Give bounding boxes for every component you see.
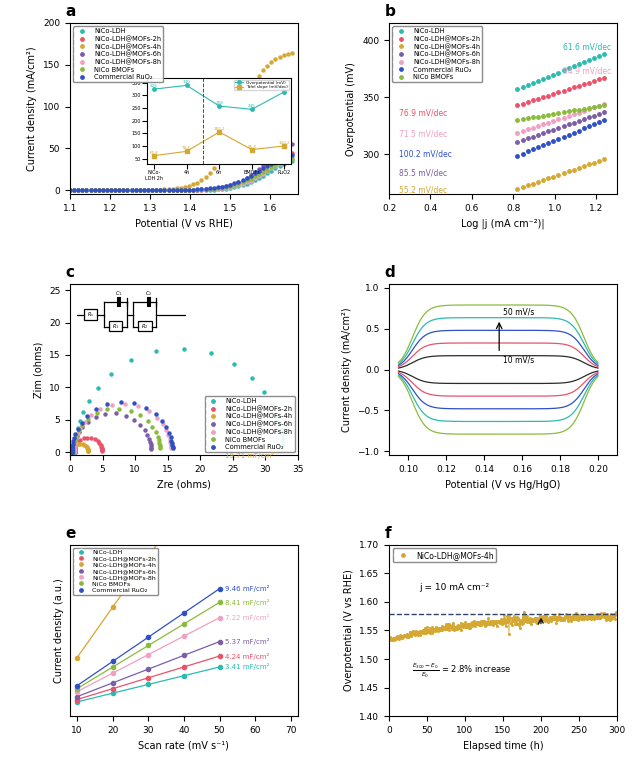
Legend: NiCo-LDH@MOFs-4h: NiCo-LDH@MOFs-4h xyxy=(393,549,497,562)
Text: 4.24 mF/cm²: 4.24 mF/cm² xyxy=(225,652,269,660)
Text: 55.2 mV/dec: 55.2 mV/dec xyxy=(399,185,448,194)
Text: 5.37 mF/cm²: 5.37 mF/cm² xyxy=(225,638,270,645)
Y-axis label: Current density (mA/cm²): Current density (mA/cm²) xyxy=(27,46,38,171)
X-axis label: Potential (V vs RHE): Potential (V vs RHE) xyxy=(135,219,233,229)
Text: b: b xyxy=(385,5,396,19)
Text: d: d xyxy=(385,265,395,280)
Text: 8.41 mF/cm²: 8.41 mF/cm² xyxy=(225,599,270,606)
Text: 71.5 mV/dec: 71.5 mV/dec xyxy=(399,129,448,138)
Text: 9.46 mF/cm²: 9.46 mF/cm² xyxy=(225,585,270,592)
X-axis label: Zre (ohms): Zre (ohms) xyxy=(157,479,211,490)
Text: f: f xyxy=(385,527,391,541)
Text: 100.2 mV/dec: 100.2 mV/dec xyxy=(399,150,452,158)
Legend: NiCo-LDH, NiCo-LDH@MOFs-2h, NiCo-LDH@MOFs-4h, NiCo-LDH@MOFs-6h, NiCo-LDH@MOFs-8h: NiCo-LDH, NiCo-LDH@MOFs-2h, NiCo-LDH@MOF… xyxy=(73,26,163,82)
Text: 19.71 mF/cm²: 19.71 mF/cm² xyxy=(225,452,274,459)
X-axis label: Potential (V vs Hg/HgO): Potential (V vs Hg/HgO) xyxy=(445,479,561,490)
Text: 50 mV/s: 50 mV/s xyxy=(503,307,534,316)
Text: 7.22 mF/cm²: 7.22 mF/cm² xyxy=(225,614,269,621)
Text: c: c xyxy=(66,265,74,280)
X-axis label: Log |j (mA cm⁻²)|: Log |j (mA cm⁻²)| xyxy=(461,219,545,229)
Y-axis label: Current density (mA/cm²): Current density (mA/cm²) xyxy=(342,307,352,432)
Legend: NiCo-LDH, NiCo-LDH@MOFs-2h, NiCo-LDH@MOFs-4h, NiCo-LDH@MOFs-6h, NiCo-LDH@MOFs-8h: NiCo-LDH, NiCo-LDH@MOFs-2h, NiCo-LDH@MOF… xyxy=(73,548,158,595)
Y-axis label: Overpotential (mV): Overpotential (mV) xyxy=(347,62,357,155)
Y-axis label: Zim (ohms): Zim (ohms) xyxy=(33,341,43,398)
Text: 10 mV/s: 10 mV/s xyxy=(503,356,534,365)
Text: 61.6 mV/dec: 61.6 mV/dec xyxy=(563,42,611,51)
X-axis label: Elapsed time (h): Elapsed time (h) xyxy=(462,741,543,751)
Y-axis label: Overpotential (V vs RHE): Overpotential (V vs RHE) xyxy=(343,569,354,691)
X-axis label: Scan rate (mV s⁻¹): Scan rate (mV s⁻¹) xyxy=(139,741,230,751)
Y-axis label: Current density (a.u.): Current density (a.u.) xyxy=(55,578,64,683)
Text: e: e xyxy=(66,527,76,541)
Text: 85.5 mV/dec: 85.5 mV/dec xyxy=(399,168,448,177)
Legend: NiCo-LDH, NiCo-LDH@MOFs-2h, NiCo-LDH@MOFs-4h, NiCo-LDH@MOFs-6h, NiCo-LDH@MOFs-8h: NiCo-LDH, NiCo-LDH@MOFs-2h, NiCo-LDH@MOF… xyxy=(392,26,482,82)
Text: $\frac{E_{300}-E_0}{E_0}$ = 2.8% increase: $\frac{E_{300}-E_0}{E_0}$ = 2.8% increas… xyxy=(412,662,511,680)
Text: 94.9 mV/dec: 94.9 mV/dec xyxy=(563,66,611,75)
Text: j = 10 mA cm⁻²: j = 10 mA cm⁻² xyxy=(419,584,490,592)
Text: 76.9 mV/dec: 76.9 mV/dec xyxy=(399,108,448,117)
Legend: NiCo-LDH, NiCo-LDH@MOFs-2h, NiCo-LDH@MOFs-4h, NiCo-LDH@MOFs-6h, NiCo-LDH@MOFs-8h: NiCo-LDH, NiCo-LDH@MOFs-2h, NiCo-LDH@MOF… xyxy=(205,396,294,452)
Text: a: a xyxy=(66,5,76,19)
Text: 3.41 mF/cm²: 3.41 mF/cm² xyxy=(225,664,270,671)
